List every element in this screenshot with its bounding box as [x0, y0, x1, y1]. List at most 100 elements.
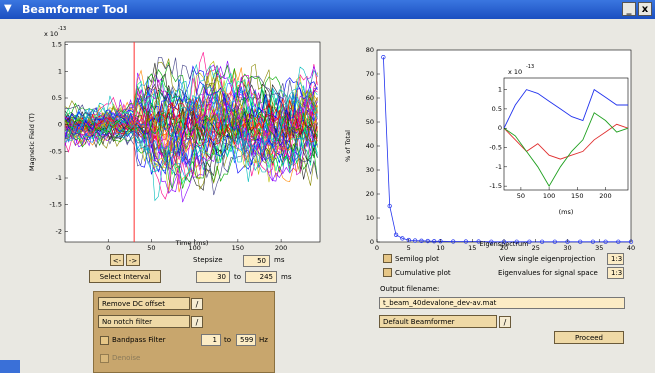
- inset-y-scale: x 10: [508, 68, 522, 76]
- eigenvalue-point: [616, 239, 621, 244]
- eigenvalue-point: [451, 239, 456, 244]
- eigenvalue-point: [425, 238, 430, 244]
- channel-trace: [64, 63, 318, 202]
- eigenspectrum-xtick-label: 40: [627, 244, 635, 250]
- cumulative-checkbox[interactable]: [383, 268, 392, 277]
- butterfly-xtick-label: 0: [106, 244, 110, 250]
- eigenvalue-point: [476, 239, 481, 244]
- inset-ytick-label: -1: [496, 163, 502, 171]
- inset-xtick-label: 150: [571, 192, 583, 200]
- signal-space-label: Eigenvalues for signal space: [498, 269, 598, 277]
- single-eigenprojection-input[interactable]: 1:3: [607, 253, 624, 265]
- channel-trace: [64, 81, 318, 175]
- eigenvalue-point: [387, 203, 392, 209]
- notch-filter-dropdown[interactable]: No notch filter: [98, 315, 190, 328]
- channel-trace: [64, 95, 318, 151]
- interval-unit: ms: [281, 273, 292, 281]
- window-title: Beamformer Tool: [22, 3, 128, 16]
- eigenvalue-point: [514, 239, 519, 244]
- stepsize-unit: ms: [274, 256, 285, 264]
- interval-start-input[interactable]: 30: [196, 271, 230, 283]
- eigenvalue-point: [489, 239, 494, 244]
- butterfly-ylabel: Magnetic Field (T): [28, 113, 36, 171]
- inset-ytick-label: -1.5: [489, 182, 502, 190]
- taskbar-strip: [0, 360, 20, 373]
- beamformer-dropdown[interactable]: Default Beamformer: [379, 315, 497, 328]
- channel-trace: [64, 96, 318, 161]
- semilog-label: Semilog plot: [395, 255, 439, 263]
- bandpass-to-label: to: [224, 336, 232, 344]
- inset-ytick-label: 0.5: [492, 105, 502, 113]
- interval-end-input[interactable]: 245: [245, 271, 277, 283]
- butterfly-ytick-label: 1: [58, 67, 62, 75]
- select-interval-button[interactable]: Select Interval: [89, 270, 161, 283]
- butterfly-xtick-label: 100: [188, 244, 200, 250]
- stepsize-input[interactable]: 50: [243, 255, 270, 267]
- beamformer-edit-button[interactable]: /: [499, 316, 511, 328]
- title-bar[interactable]: ▼ Beamformer Tool _ x: [0, 0, 655, 19]
- channel-trace: [64, 86, 318, 166]
- eigenvalue-point: [431, 239, 437, 244]
- cumulative-label: Cumulative plot: [395, 269, 451, 277]
- eigenspectrum-xtick-label: 30: [563, 244, 571, 250]
- bandpass-low-input[interactable]: 1: [201, 334, 221, 346]
- eigenspectrum-xtick-label: 15: [468, 244, 476, 250]
- butterfly-exponent: -13: [58, 26, 66, 32]
- eigenspectrum-ytick-label: 0: [370, 238, 374, 246]
- dc-offset-dropdown[interactable]: Remove DC offset: [98, 297, 190, 310]
- eigenvalue-point: [381, 55, 386, 60]
- inset-ytick-label: 1: [498, 86, 502, 94]
- step-right-button[interactable]: ->: [126, 254, 140, 266]
- denoise-checkbox[interactable]: [100, 354, 109, 363]
- inset-plot-area[interactable]: [503, 77, 629, 191]
- eigenspectrum-ytick-label: 40: [366, 142, 374, 150]
- channel-trace: [64, 81, 318, 173]
- eigenspectrum-ytick-label: 30: [366, 166, 374, 174]
- proceed-button[interactable]: Proceed: [554, 331, 624, 344]
- eigenprojection-line: [503, 112, 629, 187]
- butterfly-ytick-label: 0: [58, 121, 62, 129]
- butterfly-ytick-label: -1: [56, 174, 62, 182]
- eigenspectrum-ytick-label: 80: [366, 46, 374, 54]
- eigenspectrum-ytick-label: 10: [366, 214, 374, 222]
- close-button[interactable]: x: [638, 2, 652, 16]
- eigenvalue-point: [400, 236, 405, 241]
- eigenspectrum-xtick-label: 10: [436, 244, 444, 250]
- channel-trace: [64, 82, 318, 163]
- bandpass-checkbox[interactable]: [100, 336, 109, 345]
- eigenspectrum-ytick-label: 50: [366, 118, 374, 126]
- step-left-button[interactable]: <-: [110, 254, 124, 266]
- eigenvalue-point: [552, 239, 557, 244]
- channel-trace: [64, 102, 318, 148]
- window-menu-icon[interactable]: ▼: [4, 3, 12, 14]
- eigenvalue-point: [603, 239, 608, 244]
- bandpass-unit: Hz: [259, 336, 268, 344]
- inset-xtick-label: 200: [599, 192, 611, 200]
- channel-trace: [64, 74, 318, 177]
- output-filename-label: Output filename:: [380, 285, 440, 293]
- bandpass-high-input[interactable]: 599: [236, 334, 256, 346]
- eigenspectrum-xtick-label: 35: [595, 244, 603, 250]
- eigenvalue-point: [527, 239, 532, 244]
- butterfly-xtick-label: 150: [232, 244, 244, 250]
- single-eigenprojection-label: View single eigenprojection: [499, 255, 596, 263]
- eigenspectrum-xtick-label: 0: [375, 244, 379, 250]
- butterfly-plot[interactable]: 1.5 1 0.5 0 -0.5 -1 -1.5 -2 0 50 100 150 200 x 10 -1…: [0, 20, 330, 250]
- semilog-checkbox[interactable]: [383, 254, 392, 263]
- signal-space-input[interactable]: 1:3: [607, 267, 624, 279]
- channel-trace: [64, 107, 318, 142]
- notch-filter-edit-button[interactable]: /: [191, 316, 203, 328]
- minimize-button[interactable]: _: [622, 2, 636, 16]
- eigenvalue-point: [578, 239, 583, 244]
- eigenvalue-point: [393, 232, 399, 237]
- eigenvalue-point: [463, 239, 469, 244]
- inset-ytick-label: 0: [498, 124, 502, 132]
- butterfly-xlabel: Time (ms): [175, 239, 209, 247]
- output-filename-input[interactable]: t_beam_40devalone_dev-av.mat: [379, 297, 625, 309]
- dc-offset-edit-button[interactable]: /: [191, 298, 203, 310]
- eigenvalue-point: [419, 238, 424, 243]
- channel-trace: [64, 64, 318, 190]
- butterfly-ytick-label: 0.5: [52, 94, 62, 102]
